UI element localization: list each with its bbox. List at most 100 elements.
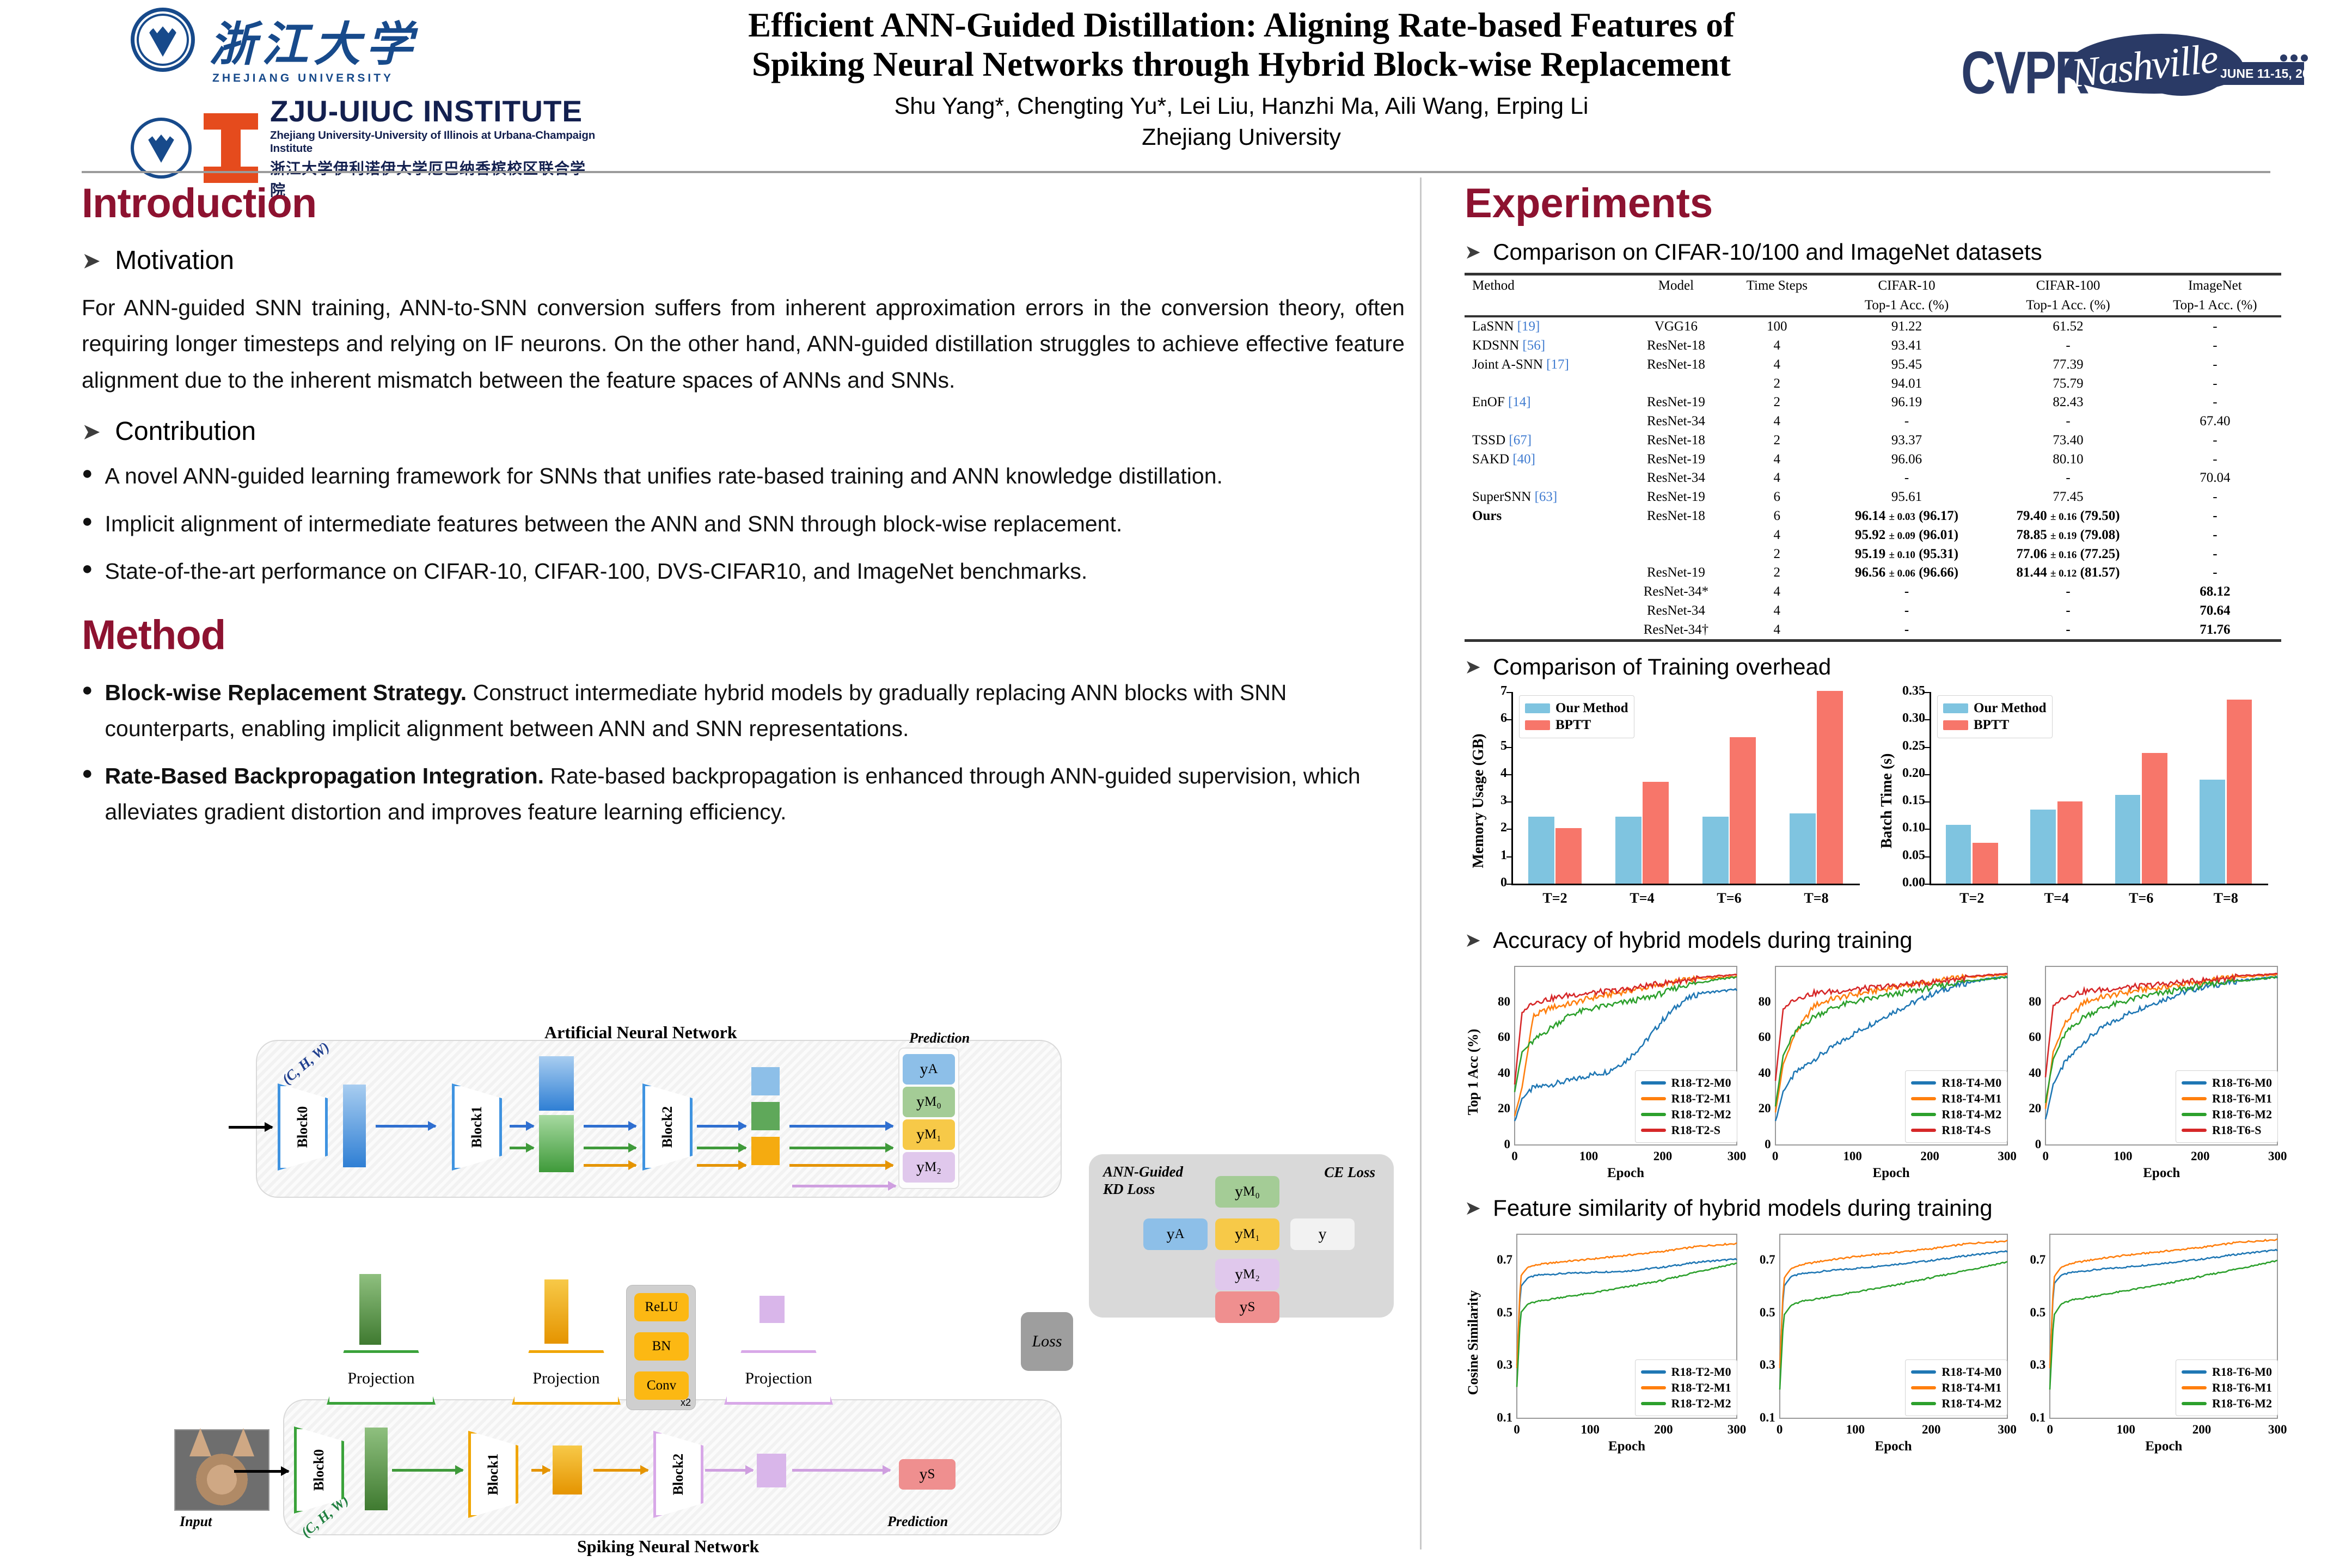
y-tick-label: 0.15 [1902,793,1925,808]
y-tick-label: 5 [1500,738,1507,753]
ann-arrow-1 [376,1121,437,1131]
y-tick-label: 7 [1500,684,1507,699]
y-tick-label: 1 [1500,848,1507,862]
legend-item: R18-T6-S [2182,1123,2272,1137]
x-axis-title: Epoch [2143,1166,2180,1181]
cell-timesteps: 4 [1773,527,1781,542]
bar-our-method [1945,825,1971,884]
legend-label: R18-T6-M0 [2212,1365,2273,1379]
guitar-neck-icon [2212,62,2304,85]
y-tick [1506,774,1511,775]
cell-cifar100: 75.79 [2053,376,2084,391]
cell-cifar100: 77.06 ± 0.16 (77.25) [2016,546,2120,561]
legend-label: R18-T4-M2 [1941,1396,2002,1411]
poster-header: 浙江大学 ZHEJIANG UNIVERSITY ZJU-UIUC INSTIT… [0,0,2352,199]
y-tick-label: 0 [2035,1137,2042,1152]
legend-label: R18-T6-M2 [2212,1107,2273,1122]
y-tick-label: 4 [1500,765,1507,780]
cell-imagenet: - [2213,451,2218,467]
y-tick-label: 0.20 [1902,765,1925,780]
cell-imagenet: - [2213,489,2218,505]
bar-bptt [1730,737,1756,884]
cell-timesteps: 4 [1773,357,1781,372]
x-tick-label: 300 [1727,1149,1747,1163]
legend-label: R18-T2-M2 [1671,1107,1731,1122]
sub-heading-accuracy: ➤ Accuracy of hybrid models during train… [1465,927,2281,953]
y-tick [1506,884,1511,885]
results-table: Method Model Time Steps CIFAR-10 CIFAR-1… [1465,275,2281,639]
header-divider [82,171,2270,173]
cvpr-dates: JUNE 11-15, 2025 [2220,66,2324,81]
x-tick-label: T=4 [1630,890,1655,906]
sub-heading-overhead: ➤ Comparison of Training overhead [1465,654,2281,680]
uiuc-institute-title: ZJU-UIUC INSTITUTE [270,94,583,128]
legend-line [2182,1386,2207,1390]
zju-english-name: ZHEJIANG UNIVERSITY [212,72,394,84]
cell-cifar100: 79.40 ± 0.16 (79.50) [2016,508,2120,523]
chart-legend: R18-T6-M0 R18-T6-M1 R18-T6-M2 [2176,1359,2278,1417]
legend-label: R18-T2-M2 [1671,1396,1731,1411]
legend-label: R18-T2-M1 [1671,1381,1731,1395]
x-tick-label: 200 [1654,1423,1673,1437]
x-tick-label: 0 [2042,1149,2049,1163]
cell-model: VGG16 [1654,319,1698,334]
snn-out-cube [757,1454,786,1487]
cell-imagenet: - [2213,565,2218,580]
y-tick [1925,746,1930,748]
x-tick-label: 200 [1921,1423,1941,1437]
line-chart: 0 100 200 300 0.1 0.3 0.5 0.7 Epoch R18-T6-M0 R18-… [2016,1228,2287,1457]
cell-timesteps: 4 [1773,451,1781,467]
ann-block2-label: Block2 [659,1106,675,1148]
snn-arrow-4 [705,1465,754,1475]
y-tick [1925,774,1930,775]
cell-imagenet: - [2213,527,2218,542]
cell-timesteps: 4 [1773,470,1781,486]
snn-feature-slab [365,1428,388,1510]
chart-legend: R18-T2-M0 R18-T2-M1 R18-T2-M2 R18-T2-S [1634,1070,1737,1143]
y-tick-label: 0 [1504,1137,1511,1152]
cell-cifar100: 80.10 [2053,451,2084,467]
legend-line [1911,1129,1937,1132]
table-row: LaSNN [19] VGG16 100 91.22 61.52 - [1465,316,2281,336]
x-tick-label: T=8 [1804,890,1829,906]
legend-item: R18-T2-S [1640,1123,1731,1137]
cell-imagenet: - [2213,319,2218,334]
y-axis [1511,692,1513,884]
ann-out-cube-green [751,1102,780,1130]
projection-2: Projection [512,1350,621,1405]
legend-item: R18-T6-M2 [2182,1107,2272,1122]
bullet-icon: ● [82,463,93,484]
bar-our-method [2030,810,2056,884]
legend-item: R18-T4-S [1911,1123,2001,1137]
y-tick-label: 0.3 [1497,1358,1512,1372]
ann-block1: Block1 [452,1083,502,1171]
x-tick-label: T=8 [2213,890,2238,906]
cell-timesteps: 2 [1773,432,1781,448]
cell-model: ResNet-34 [1646,414,1705,429]
th-model: Model [1658,278,1694,293]
x-tick-label: 100 [1581,1423,1600,1437]
x-tick-label: 200 [1920,1149,1939,1163]
y-tick [1506,856,1511,857]
x-axis-title: Epoch [1872,1166,1910,1181]
sub-heading-similarity-label: Feature similarity of hybrid models duri… [1493,1195,1993,1221]
th-cifar10: CIFAR-10 [1878,278,1935,293]
legend-label: R18-T2-M0 [1671,1365,1731,1379]
cell-cifar10: 95.19 ± 0.10 (95.31) [1855,546,1959,561]
institution-logos: 浙江大学 ZHEJIANG UNIVERSITY ZJU-UIUC INSTIT… [109,4,599,199]
bullet-icon: ● [82,510,93,531]
prediction-label-top: Prediction [909,1030,970,1046]
chevron-right-icon: ➤ [1465,1197,1481,1220]
cell-model: ResNet-18 [1646,432,1705,448]
results-table-body: LaSNN [19] VGG16 100 91.22 61.52 - KDSNN [56] R… [1465,316,2281,639]
line-chart: 0 100 200 300 0.1 0.3 0.5 0.7 Epoch R18-T4-M0 R18-… [1745,1228,2017,1457]
cell-timesteps: 6 [1773,489,1781,505]
motivation-paragraph: For ANN-guided SNN training, ANN-to-SNN … [82,295,1405,393]
x-tick-label: 100 [1846,1423,1865,1437]
y-tick-label: 0.7 [2030,1253,2046,1267]
x-tick-label: T=6 [1717,890,1742,906]
y-tag-ym0: y M₀ [903,1087,955,1117]
